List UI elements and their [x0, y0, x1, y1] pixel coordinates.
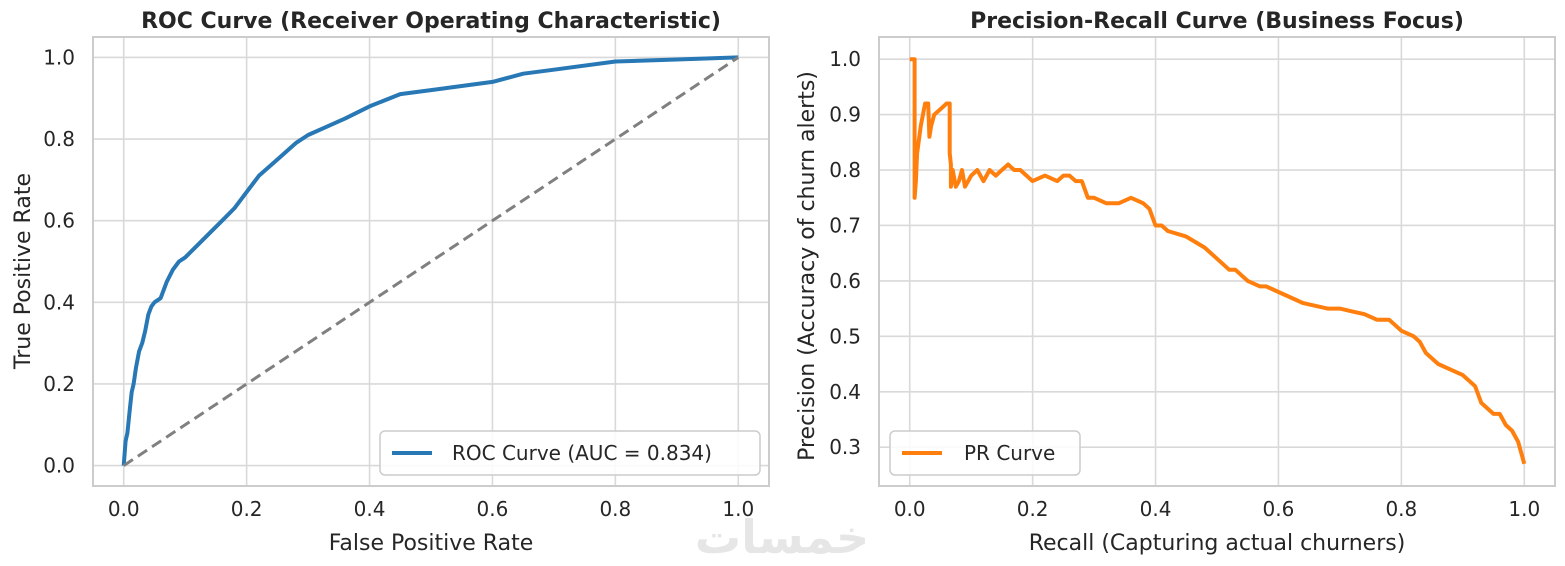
watermark-text: خمسات	[695, 510, 869, 564]
roc-y-tick-label: 0.4	[43, 290, 75, 314]
pr-curve-line	[909, 57, 1527, 465]
pr-legend: PR Curve	[889, 430, 1081, 476]
roc-x-axis-label: False Positive Rate	[329, 531, 533, 556]
roc-y-tick-label: 0.2	[43, 372, 75, 396]
pr-x-tick-label: 1.0	[1508, 497, 1540, 521]
roc-y-axis-label: True Positive Rate	[11, 173, 36, 370]
roc-x-ticks: 0.0 0.2 0.4 0.6 0.8 1.0	[108, 497, 754, 521]
pr-chart: Precision-Recall Curve (Business Focus) …	[795, 9, 1556, 556]
roc-y-tick-label: 0.6	[43, 209, 75, 233]
roc-x-tick-label: 0.8	[599, 497, 631, 521]
pr-grid	[879, 37, 1555, 486]
pr-y-ticks: 0.3 0.4 0.5 0.6 0.7 0.8 0.9 1.0	[829, 47, 861, 459]
pr-x-tick-label: 0.6	[1263, 497, 1295, 521]
pr-y-tick-label: 0.4	[829, 380, 861, 404]
roc-lines	[121, 55, 740, 467]
roc-grid	[93, 37, 769, 486]
roc-legend-label: ROC Curve (AUC = 0.834)	[452, 441, 712, 465]
pr-x-tick-label: 0.4	[1140, 497, 1172, 521]
roc-x-tick-label: 1.0	[722, 497, 754, 521]
pr-y-tick-label: 0.7	[829, 213, 861, 237]
roc-x-tick-label: 0.4	[354, 497, 386, 521]
pr-y-tick-label: 0.8	[829, 158, 861, 182]
pr-plot-frame	[878, 36, 1556, 487]
pr-y-tick-label: 0.5	[829, 324, 861, 348]
roc-curve-line	[121, 55, 739, 466]
pr-title: Precision-Recall Curve (Business Focus)	[970, 9, 1464, 34]
pr-x-ticks: 0.0 0.2 0.4 0.6 0.8 1.0	[894, 497, 1540, 521]
pr-y-tick-label: 0.3	[829, 435, 861, 459]
roc-x-tick-label: 0.6	[477, 497, 509, 521]
pr-legend-label: PR Curve	[964, 441, 1055, 465]
pr-y-axis-label: Precision (Accuracy of churn alerts)	[795, 71, 820, 461]
pr-x-tick-label: 0.2	[1017, 497, 1049, 521]
pr-x-tick-label: 0.8	[1385, 497, 1417, 521]
roc-diagonal-reference-line	[122, 56, 740, 467]
roc-plot-frame	[92, 36, 770, 487]
roc-x-tick-label: 0.2	[231, 497, 263, 521]
roc-legend: ROC Curve (AUC = 0.834)	[379, 430, 761, 476]
pr-x-tick-label: 0.0	[894, 497, 926, 521]
roc-y-tick-label: 0.8	[43, 127, 75, 151]
pr-y-tick-label: 0.6	[829, 269, 861, 293]
roc-title: ROC Curve (Receiver Operating Characteri…	[141, 9, 721, 34]
roc-y-tick-label: 0.0	[43, 454, 75, 478]
pr-y-tick-label: 1.0	[829, 47, 861, 71]
roc-chart: ROC Curve (Receiver Operating Characteri…	[11, 9, 770, 556]
pr-y-tick-label: 0.9	[829, 103, 861, 127]
pr-x-axis-label: Recall (Capturing actual churners)	[1029, 531, 1406, 556]
pr-legend-box	[889, 430, 1081, 476]
roc-y-tick-label: 1.0	[43, 45, 75, 69]
roc-x-tick-label: 0.0	[108, 497, 140, 521]
roc-legend-box	[379, 430, 761, 476]
roc-y-ticks: 0.0 0.2 0.4 0.6 0.8 1.0	[43, 45, 75, 477]
pr-lines	[909, 57, 1527, 465]
